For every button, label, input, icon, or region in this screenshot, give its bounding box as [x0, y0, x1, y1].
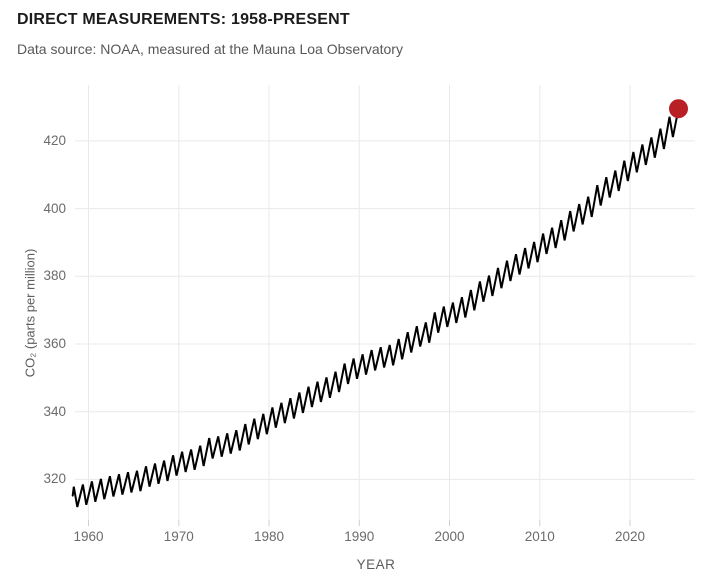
- y-tick-label: 320: [43, 471, 66, 487]
- x-tick-label: 2010: [524, 529, 555, 544]
- latest-value-marker: [669, 99, 688, 119]
- y-tick-label: 360: [43, 335, 66, 351]
- y-tick-label: 340: [43, 403, 66, 419]
- x-tick-label: 2020: [614, 529, 646, 544]
- x-tick-label: 1990: [344, 529, 375, 544]
- chart-subtitle: Data source: NOAA, measured at the Mauna…: [17, 41, 403, 57]
- co2-line: [71, 107, 680, 508]
- chart-title: DIRECT MEASUREMENTS: 1958-PRESENT: [17, 11, 350, 28]
- x-axis-title: YEAR: [356, 557, 396, 572]
- x-tick-label: 2000: [434, 529, 465, 544]
- x-tick-label: 1960: [73, 529, 104, 544]
- y-tick-label: 420: [43, 132, 66, 148]
- y-tick-label: 400: [43, 200, 66, 216]
- x-tick-label: 1970: [163, 529, 194, 544]
- x-tick-label: 1980: [254, 529, 285, 544]
- y-tick-label: 380: [43, 268, 66, 284]
